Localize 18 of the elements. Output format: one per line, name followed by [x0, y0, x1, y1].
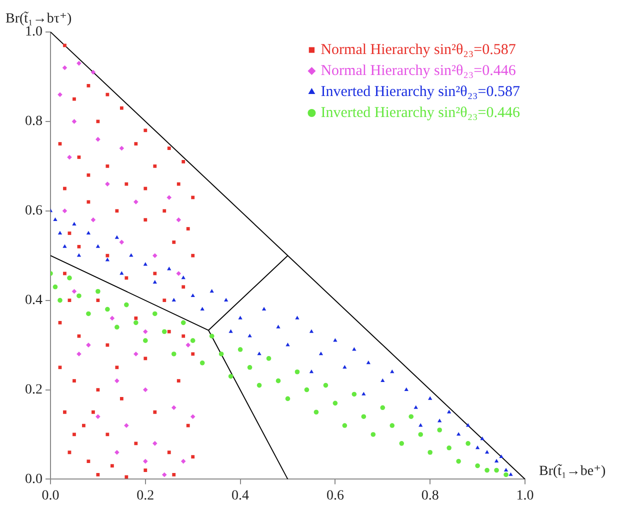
- x-tick-label: 0.8: [421, 488, 439, 504]
- x-tick-label: 0.6: [326, 488, 344, 504]
- legend-label: Inverted Hierarchy sin²θ₂₃=0.587: [320, 84, 520, 100]
- x-tick-label: 0.4: [232, 488, 250, 504]
- y-tick-label: 1.0: [25, 24, 42, 40]
- y-tick-label: 0.4: [25, 292, 42, 308]
- x-tick-label: 1.0: [516, 488, 534, 504]
- y-axis-title: Br(t̃₁→bτ⁺): [6, 11, 72, 27]
- legend-label: Normal Hierarchy sin²θ₂₃=0.587: [320, 42, 516, 58]
- y-tick-label: 0.0: [25, 472, 42, 487]
- legend-label: Normal Hierarchy sin²θ₂₃=0.446: [320, 62, 516, 79]
- x-tick-label: 0.2: [136, 488, 154, 504]
- y-tick-label: 0.6: [25, 204, 42, 219]
- x-axis-title: Br(t̃₁→be⁺): [539, 463, 606, 479]
- y-tick-label: 0.8: [25, 114, 42, 130]
- x-tick-label: 0.0: [42, 488, 60, 504]
- legend-label: Inverted Hierarchy sin²θ₂₃=0.446: [320, 104, 520, 121]
- y-tick-label: 0.2: [25, 382, 42, 398]
